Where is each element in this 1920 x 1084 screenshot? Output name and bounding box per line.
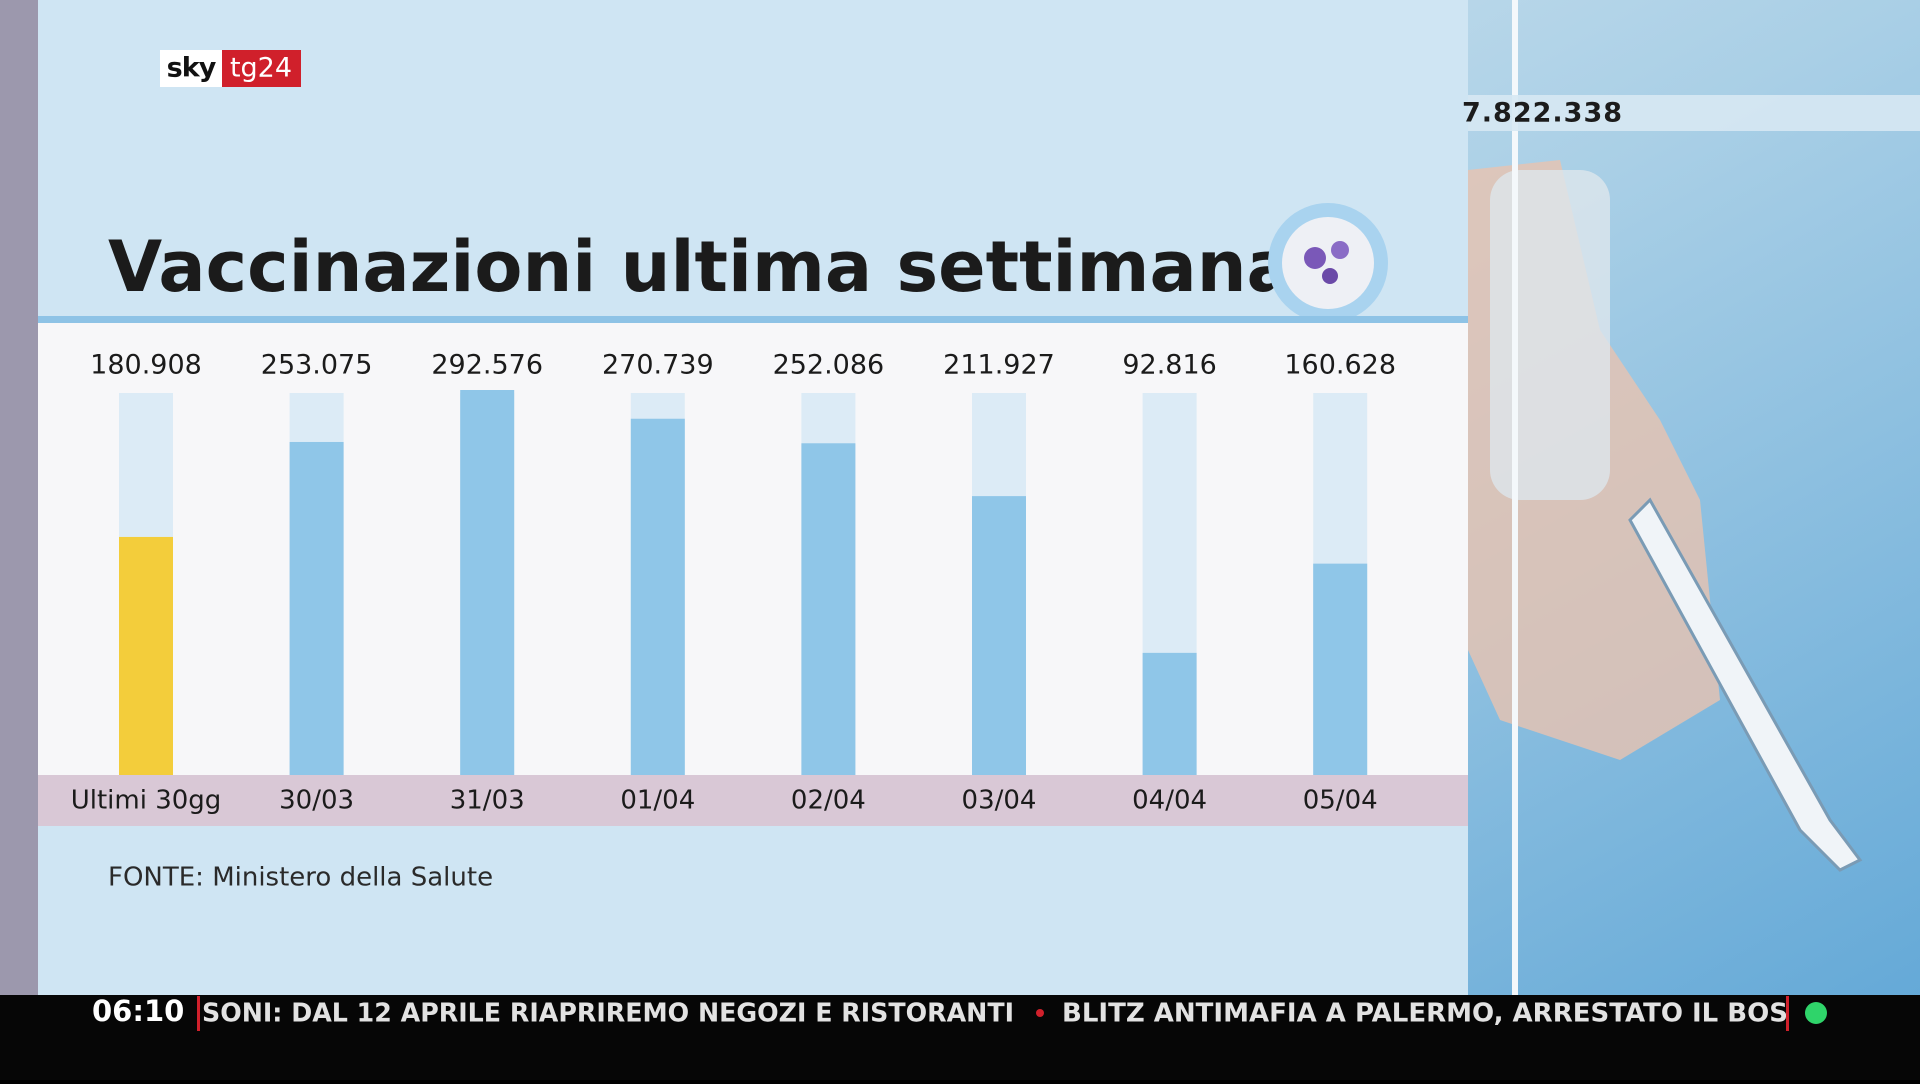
ticker-separator [197, 996, 200, 1031]
x-tick-label: 05/04 [1303, 786, 1378, 816]
value-label: 252.086 [773, 350, 885, 381]
bar [1313, 563, 1368, 775]
icon-cell [1304, 247, 1326, 269]
bar [460, 390, 515, 775]
bar [972, 496, 1026, 775]
ticker-dot [1036, 1009, 1044, 1017]
syringe [1628, 497, 1863, 872]
icon-cell [1322, 268, 1338, 284]
x-tick-label: 01/04 [620, 786, 695, 816]
ticker-item: BLITZ ANTIMAFIA A PALERMO, ARRESTATO IL … [1062, 999, 1788, 1029]
plot-area [38, 323, 1468, 775]
ticker-time: 06:10 [92, 994, 184, 1028]
category-band [38, 775, 1468, 826]
icon [1282, 217, 1374, 309]
x-tick-label: 04/04 [1132, 786, 1207, 816]
x-tick-label: Ultimi 30gg [71, 786, 222, 816]
title-rule [38, 316, 1468, 323]
logo-brand-box [160, 50, 222, 87]
logo-brand: sky [167, 53, 217, 84]
counter-band [1468, 95, 1920, 131]
value-label: 270.739 [602, 350, 714, 381]
left-strip [0, 0, 38, 995]
x-tick-label: 02/04 [791, 786, 866, 816]
value-label: 92.816 [1122, 350, 1216, 381]
bar [119, 536, 173, 775]
value-label: 180.908 [90, 350, 202, 381]
value-label: 211.927 [943, 350, 1055, 381]
x-tick-label: 30/03 [279, 786, 354, 816]
value-label: 160.628 [1284, 350, 1396, 381]
logo-channel-box [222, 50, 301, 87]
ticker-item: SONI: DAL 12 APRILE RIAPRIREMO NEGOZI E … [202, 999, 1014, 1029]
ticker-separator [1786, 996, 1789, 1031]
value-label: 253.075 [261, 350, 373, 381]
divider [1512, 0, 1518, 995]
x-tick-label: 31/03 [450, 786, 525, 816]
bar [801, 443, 856, 775]
live-dot [1805, 1002, 1827, 1024]
icon-cell [1331, 241, 1349, 259]
chart-title: Vaccinazioni ultima settimana [108, 226, 1294, 308]
source: FONTE: Ministero della Salute [108, 863, 493, 893]
bar [630, 418, 685, 775]
logo-channel: tg24 [230, 53, 292, 84]
bar [289, 441, 344, 775]
x-tick-label: 03/04 [962, 786, 1037, 816]
bar [1142, 652, 1197, 775]
ticker-bar [0, 995, 1920, 1080]
counter: 7.822.338 [1462, 98, 1623, 129]
value-label: 292.576 [431, 350, 543, 381]
vial [1490, 170, 1610, 500]
